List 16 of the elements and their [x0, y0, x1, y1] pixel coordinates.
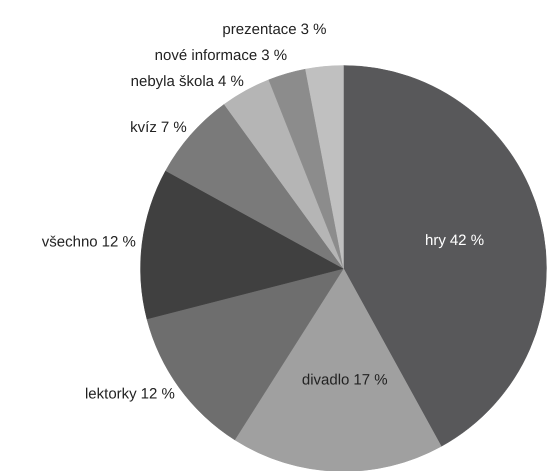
- slice-label: kvíz: [130, 119, 157, 136]
- data-label: 42 %: [450, 232, 484, 250]
- slice-label: hry: [425, 232, 446, 250]
- data-label: 12 %: [140, 385, 175, 402]
- slice-label: všechno: [42, 233, 98, 250]
- slice-label: divadlo: [302, 372, 350, 389]
- slice-label: nové informace: [154, 47, 258, 64]
- data-label: 3 %: [300, 21, 326, 38]
- data-label: 7 %: [160, 119, 187, 136]
- slice-label: nebyla škola: [130, 73, 215, 90]
- data-label: 12 %: [102, 233, 136, 250]
- data-label: 3 %: [261, 47, 288, 64]
- slice-label: prezentace: [222, 21, 297, 38]
- data-label: 4 %: [218, 73, 244, 90]
- data-label: 17 %: [353, 372, 388, 389]
- slice-label: lektorky: [84, 385, 138, 402]
